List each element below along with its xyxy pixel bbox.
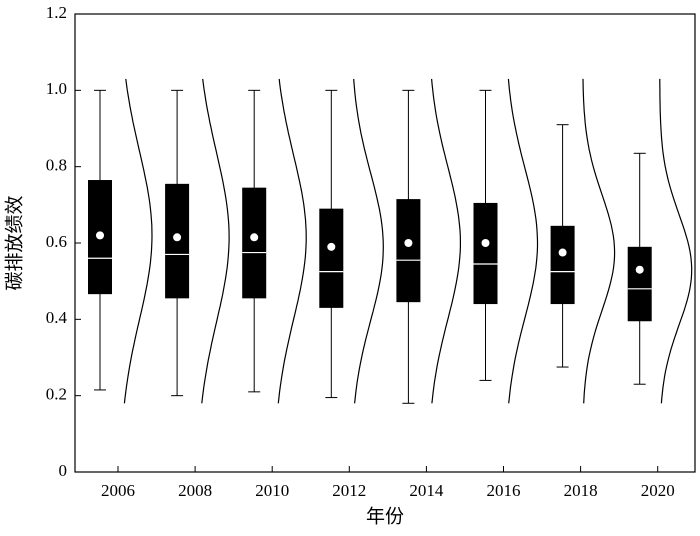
x-tick-label: 2008 bbox=[178, 481, 212, 500]
mean-marker bbox=[327, 242, 336, 251]
y-tick-label: 0.6 bbox=[46, 232, 67, 251]
density-curve bbox=[507, 78, 539, 404]
density-curve bbox=[353, 78, 384, 404]
mean-marker bbox=[173, 233, 182, 242]
y-tick-label: 0.4 bbox=[46, 308, 68, 327]
y-tick-label: 1.0 bbox=[46, 79, 67, 98]
density-curve bbox=[123, 78, 153, 404]
x-tick-label: 2014 bbox=[409, 481, 444, 500]
density-curve bbox=[431, 78, 461, 404]
x-tick-label: 2020 bbox=[641, 481, 675, 500]
y-axis-title: 碳排放绩效 bbox=[3, 195, 25, 290]
box bbox=[319, 208, 344, 308]
x-axis-title: 年份 bbox=[366, 505, 404, 527]
mean-marker bbox=[481, 239, 490, 247]
x-tick-label: 2006 bbox=[101, 481, 135, 500]
x-tick-label: 2012 bbox=[332, 481, 366, 500]
box bbox=[242, 187, 267, 299]
mean-marker bbox=[96, 231, 104, 240]
density-curve bbox=[659, 78, 693, 404]
density-curve bbox=[582, 78, 616, 404]
density-curve bbox=[277, 78, 307, 404]
mean-marker bbox=[250, 233, 259, 242]
y-tick-label: 1.2 bbox=[46, 3, 67, 22]
y-tick-label: 0 bbox=[59, 461, 68, 480]
mean-marker bbox=[404, 239, 413, 247]
box bbox=[473, 202, 498, 305]
x-tick-label: 2016 bbox=[487, 481, 521, 500]
mean-marker bbox=[635, 265, 644, 274]
density-curve bbox=[201, 78, 230, 404]
box bbox=[550, 225, 575, 305]
x-tick-label: 2010 bbox=[255, 481, 289, 500]
y-tick-label: 0.8 bbox=[46, 156, 67, 175]
x-tick-label: 2018 bbox=[564, 481, 598, 500]
box bbox=[627, 246, 652, 322]
box bbox=[396, 199, 421, 303]
y-tick-label: 0.2 bbox=[46, 385, 67, 404]
mean-marker bbox=[558, 248, 567, 257]
